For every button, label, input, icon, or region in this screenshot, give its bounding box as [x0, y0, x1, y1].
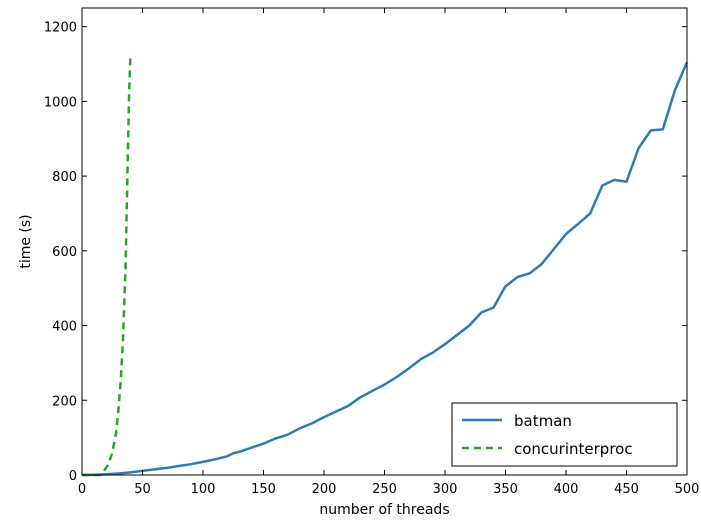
series-line-concurinterproc: [82, 56, 132, 477]
x-tick-label: 50: [134, 482, 151, 497]
x-tick-label: 100: [191, 482, 216, 497]
x-tick-label: 200: [312, 482, 337, 497]
y-tick-label: 400: [52, 320, 77, 335]
x-tick-label: 500: [675, 482, 700, 497]
x-tick-label: 300: [433, 482, 458, 497]
x-tick-label: 250: [372, 482, 397, 497]
x-axis: 0 50 100 150 200 250 300 350 400 450 500: [78, 8, 700, 497]
y-tick-label: 0: [69, 469, 77, 484]
y-tick-label: 200: [52, 394, 77, 409]
x-tick-label: 150: [251, 482, 276, 497]
y-tick-label: 1000: [44, 95, 77, 110]
series-line-batman: [81, 61, 689, 477]
legend-label-batman: batman: [514, 412, 572, 430]
legend-box: [451, 402, 678, 467]
legend-label-concurinterproc: concurinterproc: [514, 440, 633, 458]
x-tick-label: 0: [78, 482, 86, 497]
x-axis-label: number of threads: [319, 502, 449, 518]
y-axis: 0 200 400 600 800 1000 1200: [44, 21, 687, 484]
y-tick-label: 1200: [44, 21, 77, 36]
x-tick-label: 350: [493, 482, 518, 497]
legend: batman concurinterproc: [451, 402, 678, 467]
x-tick-label: 400: [554, 482, 579, 497]
y-axis-label: time (s): [18, 214, 34, 268]
plot-lines: [81, 56, 689, 477]
y-tick-label: 600: [52, 245, 77, 260]
y-tick-label: 800: [52, 170, 77, 185]
x-tick-label: 450: [614, 482, 639, 497]
